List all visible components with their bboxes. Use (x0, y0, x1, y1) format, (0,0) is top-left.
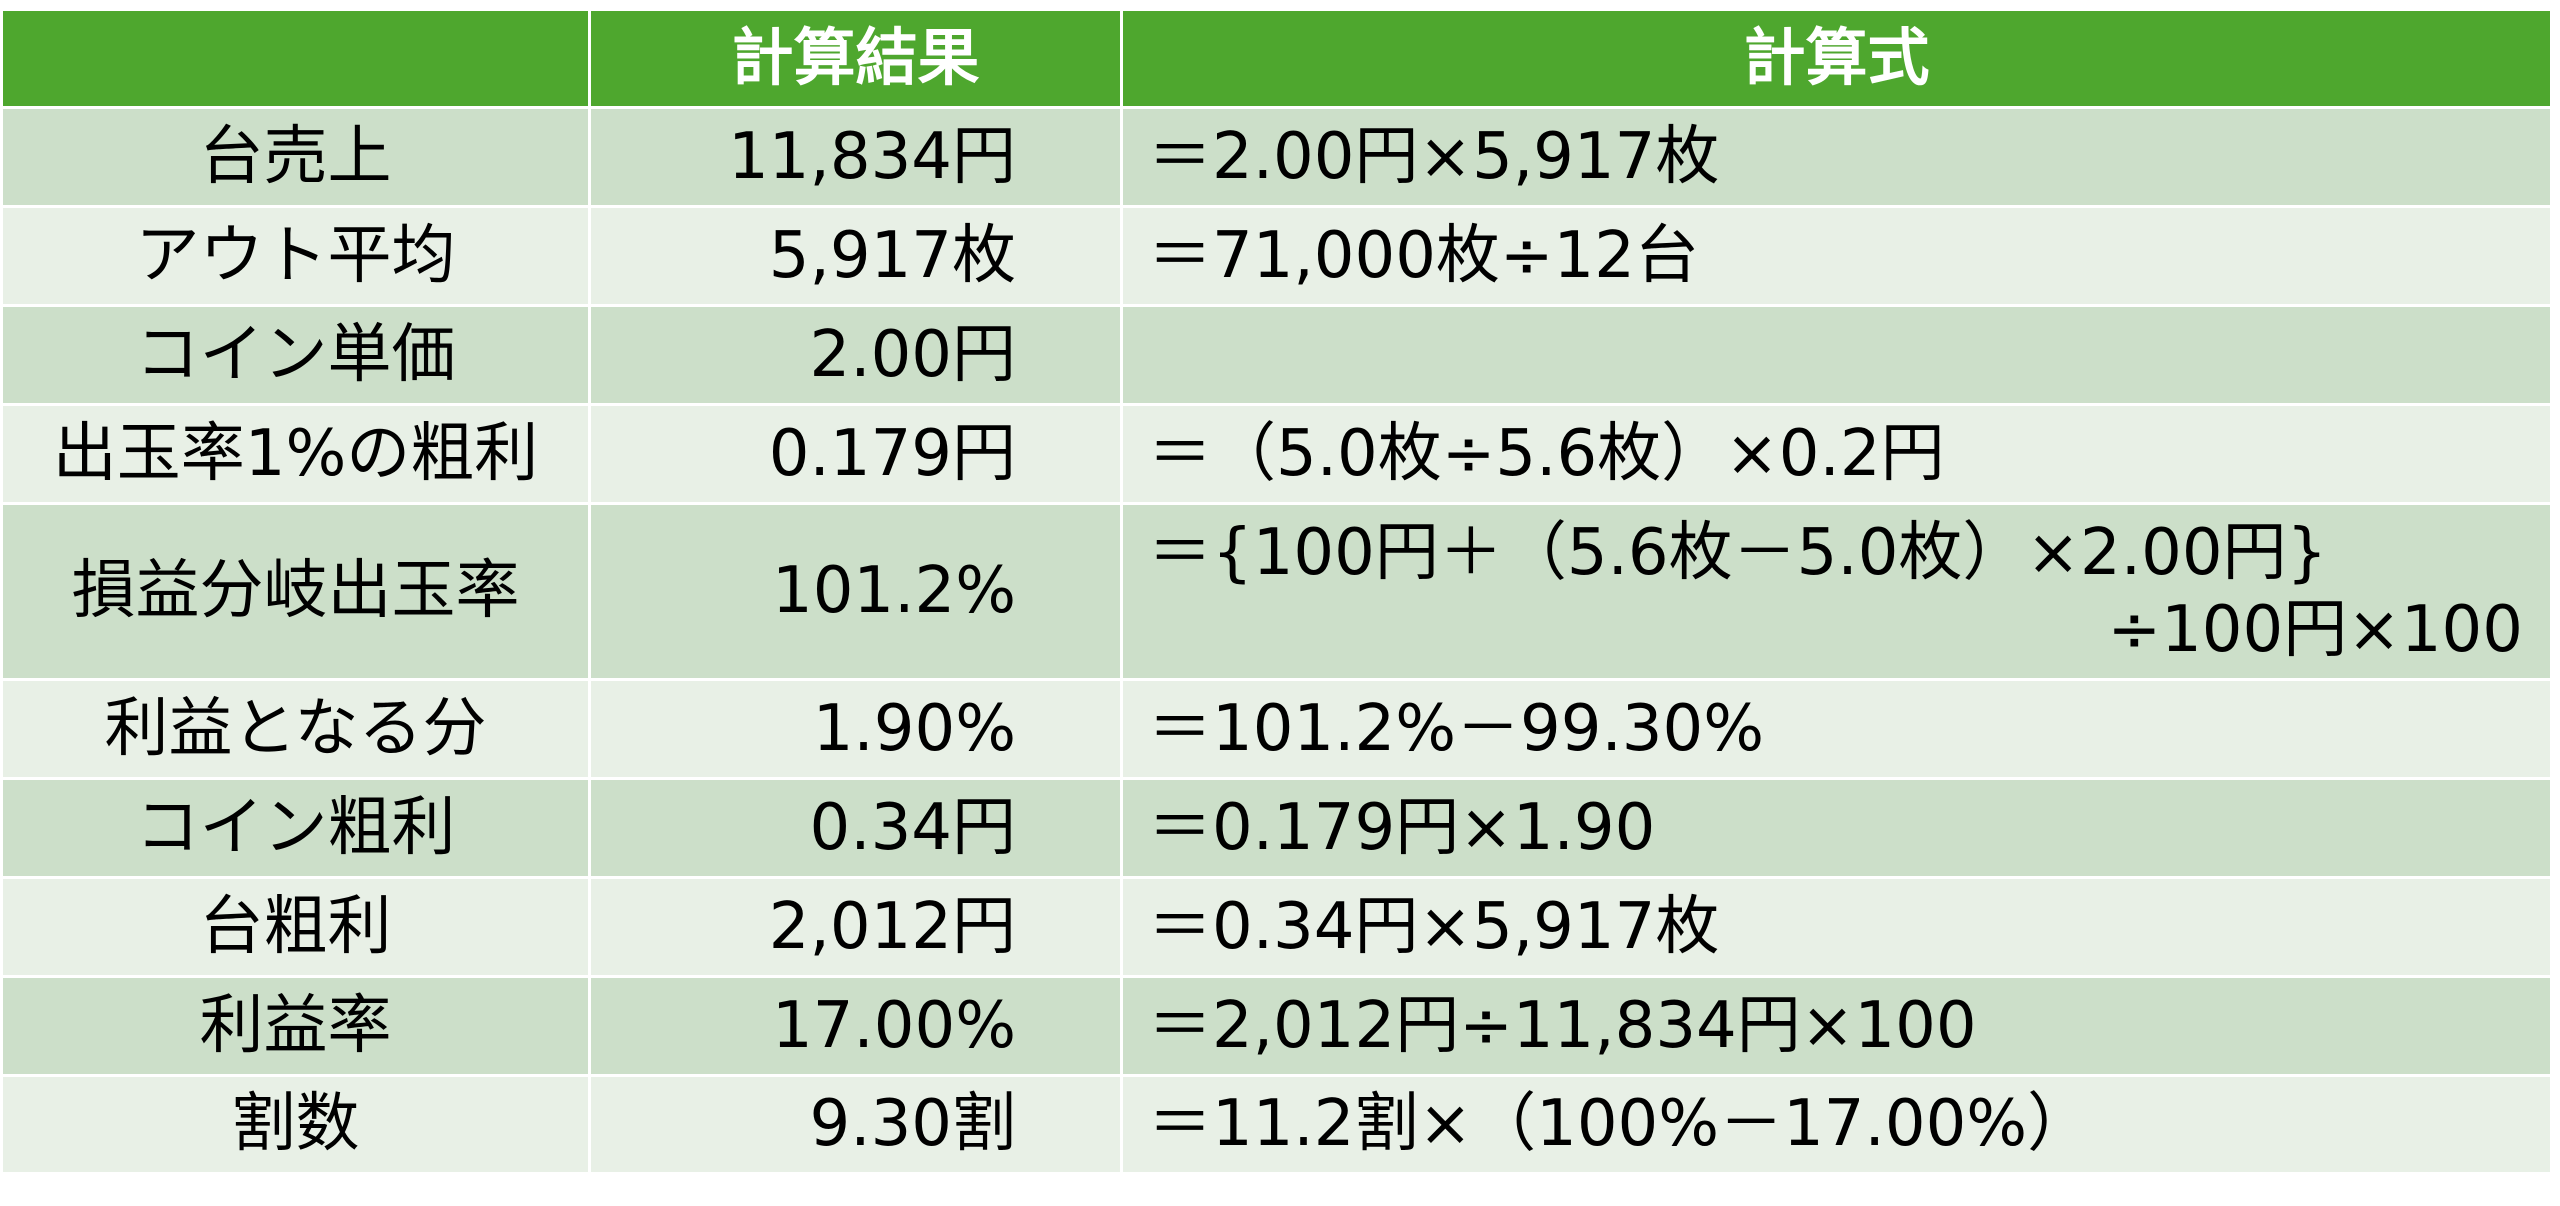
table-row: アウト平均 5,917枚 ＝71,000枚÷12台 (3, 208, 2550, 304)
formula-cell-empty (1123, 307, 2550, 403)
formula-cell: ＝2,012円÷11,834円×100 (1123, 978, 2550, 1074)
formula-cell: ＝{100円＋（5.6枚－5.0枚）×2.00円} ÷100円×100 (1123, 505, 2550, 678)
header-cell-formula: 計算式 (1123, 11, 2550, 106)
row-label-cell: 出玉率1%の粗利 (3, 406, 588, 502)
result-cell: 17.00% (591, 978, 1120, 1074)
result-cell: 9.30割 (591, 1077, 1120, 1172)
result-cell: 2,012円 (591, 879, 1120, 975)
table-row: 利益となる分 1.90% ＝101.2%－99.30% (3, 681, 2550, 777)
result-cell: 11,834円 (591, 109, 1120, 205)
formula-cell: ＝11.2割×（100%－17.00%） (1123, 1077, 2550, 1172)
result-cell: 1.90% (591, 681, 1120, 777)
row-label-cell: 損益分岐出玉率 (3, 505, 588, 678)
formula-cell: ＝2.00円×5,917枚 (1123, 109, 2550, 205)
table-row: コイン粗利 0.34円 ＝0.179円×1.90 (3, 780, 2550, 876)
table-row: 台売上 11,834円 ＝2.00円×5,917枚 (3, 109, 2550, 205)
table-row: 台粗利 2,012円 ＝0.34円×5,917枚 (3, 879, 2550, 975)
header-cell-result: 計算結果 (591, 11, 1120, 106)
row-label-cell: 割数 (3, 1077, 588, 1172)
formula-cell: ＝0.34円×5,917枚 (1123, 879, 2550, 975)
result-cell: 0.34円 (591, 780, 1120, 876)
row-label-cell: コイン単価 (3, 307, 588, 403)
row-label-cell: 台売上 (3, 109, 588, 205)
row-label-cell: 利益率 (3, 978, 588, 1074)
result-cell: 5,917枚 (591, 208, 1120, 304)
calculation-table: 計算結果 計算式 台売上 11,834円 ＝2.00円×5,917枚 アウト平均… (3, 11, 2550, 1172)
table-row: コイン単価 2.00円 (3, 307, 2550, 403)
result-cell: 0.179円 (591, 406, 1120, 502)
table-row: 利益率 17.00% ＝2,012円÷11,834円×100 (3, 978, 2550, 1074)
formula-cell: ＝101.2%－99.30% (1123, 681, 2550, 777)
result-cell: 101.2% (591, 505, 1120, 678)
table-row: 損益分岐出玉率 101.2% ＝{100円＋（5.6枚－5.0枚）×2.00円}… (3, 505, 2550, 678)
row-label-cell: アウト平均 (3, 208, 588, 304)
formula-cell: ＝0.179円×1.90 (1123, 780, 2550, 876)
table-row: 出玉率1%の粗利 0.179円 ＝（5.0枚÷5.6枚）×0.2円 (3, 406, 2550, 502)
row-label-cell: コイン粗利 (3, 780, 588, 876)
formula-cell: ＝71,000枚÷12台 (1123, 208, 2550, 304)
formula-line-1: ＝{100円＋（5.6枚－5.0枚）×2.00円} (1148, 515, 2328, 590)
table-row: 割数 9.30割 ＝11.2割×（100%－17.00%） (3, 1077, 2550, 1172)
row-label-cell: 利益となる分 (3, 681, 588, 777)
row-label-cell: 台粗利 (3, 879, 588, 975)
result-cell: 2.00円 (591, 307, 1120, 403)
formula-cell: ＝（5.0枚÷5.6枚）×0.2円 (1123, 406, 2550, 502)
formula-line-2: ÷100円×100 (2107, 592, 2523, 667)
header-cell-item (3, 11, 588, 106)
header-row: 計算結果 計算式 (3, 11, 2550, 106)
